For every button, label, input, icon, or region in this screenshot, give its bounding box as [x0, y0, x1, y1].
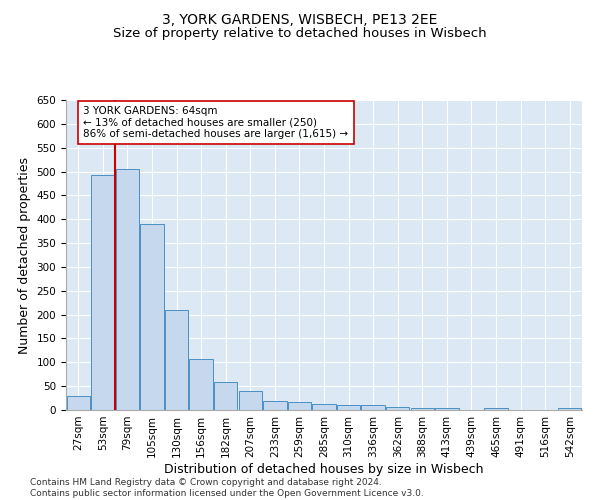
Bar: [67, 396, 90, 410]
Bar: [263, 401, 287, 410]
Text: Contains HM Land Registry data © Crown copyright and database right 2024.
Contai: Contains HM Land Registry data © Crown c…: [30, 478, 424, 498]
Text: 3, YORK GARDENS, WISBECH, PE13 2EE: 3, YORK GARDENS, WISBECH, PE13 2EE: [163, 12, 437, 26]
Bar: [361, 405, 385, 410]
Bar: [140, 224, 164, 410]
Y-axis label: Number of detached properties: Number of detached properties: [18, 156, 31, 354]
Bar: [165, 310, 188, 410]
Bar: [558, 408, 581, 410]
Text: Size of property relative to detached houses in Wisbech: Size of property relative to detached ho…: [113, 28, 487, 40]
X-axis label: Distribution of detached houses by size in Wisbech: Distribution of detached houses by size …: [164, 462, 484, 475]
Bar: [239, 391, 262, 410]
Bar: [386, 406, 409, 410]
Bar: [214, 382, 238, 410]
Bar: [116, 169, 139, 410]
Text: 3 YORK GARDENS: 64sqm
← 13% of detached houses are smaller (250)
86% of semi-det: 3 YORK GARDENS: 64sqm ← 13% of detached …: [83, 106, 349, 139]
Bar: [435, 408, 458, 410]
Bar: [337, 405, 360, 410]
Bar: [91, 176, 115, 410]
Bar: [313, 404, 335, 410]
Bar: [190, 359, 213, 410]
Bar: [484, 408, 508, 410]
Bar: [288, 402, 311, 410]
Bar: [410, 408, 434, 410]
